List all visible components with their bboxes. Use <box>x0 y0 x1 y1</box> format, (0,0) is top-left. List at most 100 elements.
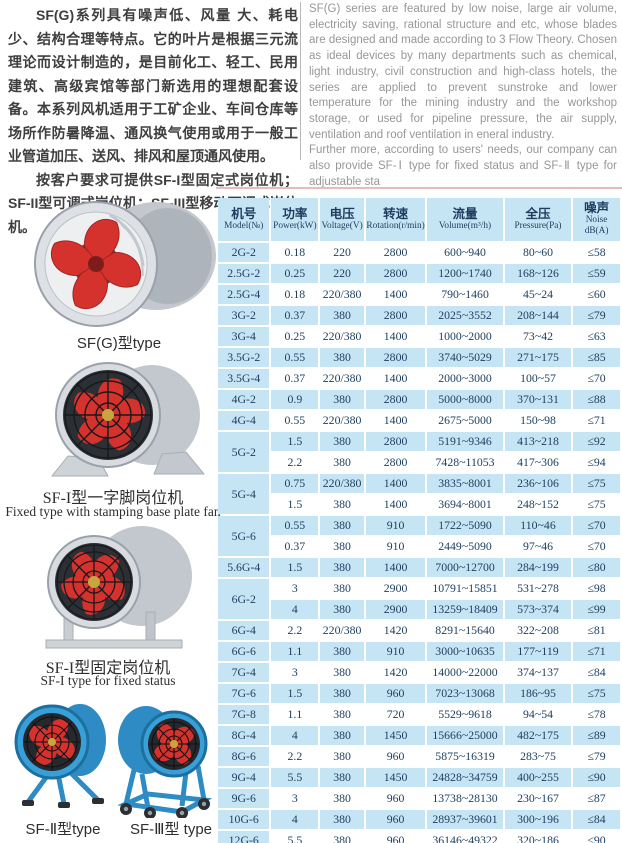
column-header: 电压 Voltage(V) <box>320 198 364 241</box>
pressure-cell: 94~54 <box>504 705 572 724</box>
noise-cell: ≤58 <box>573 243 620 262</box>
voltage-cell: 220 <box>320 243 364 262</box>
voltage-cell: 380 <box>320 453 364 472</box>
volume-cell: 2449~5090 <box>427 537 503 556</box>
column-header: 全压 Pressure(Pa) <box>504 198 572 241</box>
noise-cell: ≤81 <box>573 621 620 640</box>
volume-cell: 7023~13068 <box>427 684 503 703</box>
volume-cell: 1722~5090 <box>427 516 503 535</box>
volume-cell: 13259~18409 <box>427 600 503 619</box>
volume-cell: 790~1460 <box>427 285 503 304</box>
column-header: 功率 Power(kW) <box>271 198 319 241</box>
power-cell: 1.5 <box>271 495 319 514</box>
model-cell: 2.5G-2 <box>218 264 270 283</box>
rotation-cell: 2900 <box>365 579 426 598</box>
model-cell: 3.5G-4 <box>218 369 270 388</box>
voltage-cell: 380 <box>320 348 364 367</box>
column-header: 流量 Volume(m³/h) <box>427 198 503 241</box>
rotation-cell: 910 <box>365 537 426 556</box>
power-cell: 0.9 <box>271 390 319 409</box>
volume-cell: 13738~28130 <box>427 789 503 808</box>
power-cell: 0.18 <box>271 285 319 304</box>
voltage-cell: 380 <box>320 726 364 745</box>
noise-cell: ≤89 <box>573 726 620 745</box>
volume-cell: 24828~34759 <box>427 768 503 787</box>
power-cell: 0.37 <box>271 369 319 388</box>
rotation-cell: 1450 <box>365 768 426 787</box>
table-row: 3G-4 0.25 220/380 1400 1000~2000 73~42 ≤63 <box>218 327 620 346</box>
power-cell: 4 <box>271 600 319 619</box>
noise-cell: ≤75 <box>573 474 620 493</box>
rotation-cell: 1400 <box>365 495 426 514</box>
pressure-cell: 150~98 <box>504 411 572 430</box>
table-header-row: 机号 Model(№) 功率 Power(kW) 电压 Voltage(V) 转速 Rotat… <box>218 198 620 241</box>
tripod-fan-illustration <box>14 704 106 808</box>
model-cell: 2G-2 <box>218 243 270 262</box>
voltage-cell: 380 <box>320 810 364 829</box>
rotation-cell: 1420 <box>365 663 426 682</box>
model-cell: 4G-2 <box>218 390 270 409</box>
voltage-cell: 380 <box>320 306 364 325</box>
pressure-cell: 320~186 <box>504 831 572 843</box>
voltage-cell: 220/380 <box>320 474 364 493</box>
pressure-cell: 236~106 <box>504 474 572 493</box>
noise-cell: ≤90 <box>573 831 620 843</box>
pressure-cell: 248~152 <box>504 495 572 514</box>
table-row: 5.6G-4 1.5 380 1400 7000~12700 284~199 ≤80 <box>218 558 620 577</box>
sf1-fixed-fan-photo <box>30 524 196 657</box>
rotation-cell: 2800 <box>365 306 426 325</box>
rotation-cell: 960 <box>365 789 426 808</box>
rotation-cell: 1400 <box>365 558 426 577</box>
voltage-cell: 380 <box>320 768 364 787</box>
voltage-cell: 220/380 <box>320 411 364 430</box>
volume-cell: 5000~8000 <box>427 390 503 409</box>
figure3-caption-cn: SF-I型固定岗位机 <box>45 660 171 677</box>
noise-cell: ≤71 <box>573 642 620 661</box>
voltage-cell: 380 <box>320 390 364 409</box>
rotation-cell: 2800 <box>365 432 426 451</box>
model-cell: 7G-8 <box>218 705 270 724</box>
rotation-cell: 2800 <box>365 453 426 472</box>
rotation-cell: 1400 <box>365 327 426 346</box>
power-cell: 2.2 <box>271 453 319 472</box>
power-cell: 0.75 <box>271 474 319 493</box>
model-cell: 6G-2 <box>218 579 270 619</box>
volume-cell: 7000~12700 <box>427 558 503 577</box>
intro-en-paragraph-2: Further more, according to users' needs,… <box>309 144 617 188</box>
table-row: 9G-4 5.5 380 1450 24828~34759 400~255 ≤90 <box>218 768 620 787</box>
table-row: 1.5 380 1400 3694~8001 248~152 ≤75 <box>218 495 620 514</box>
volume-cell: 5875~16319 <box>427 747 503 766</box>
volume-cell: 36146~49322 <box>427 831 503 843</box>
volume-cell: 3835~8001 <box>427 474 503 493</box>
power-cell: 2.2 <box>271 621 319 640</box>
table-row: 7G-4 3 380 1420 14000~22000 374~137 ≤84 <box>218 663 620 682</box>
table-row: 5G-4 0.75 220/380 1400 3835~8001 236~106 ≤75 <box>218 474 620 514</box>
fixed-stand-fan-illustration <box>45 526 192 649</box>
noise-cell: ≤70 <box>573 516 620 535</box>
model-cell: 5.6G-4 <box>218 558 270 577</box>
power-cell: 3 <box>271 663 319 682</box>
model-cell: 8G-4 <box>218 726 270 745</box>
pressure-cell: 230~167 <box>504 789 572 808</box>
model-cell: 5G-6 <box>218 516 270 556</box>
model-cell: 2.5G-4 <box>218 285 270 304</box>
table-row: 5G-2 1.5 380 2800 5191~9346 413~218 ≤92 <box>218 432 620 472</box>
model-cell: 9G-4 <box>218 768 270 787</box>
cart-fan-illustration <box>117 706 213 819</box>
rotation-cell: 2800 <box>365 390 426 409</box>
noise-cell: ≤92 <box>573 432 620 451</box>
spec-table-section: 机号 Model(№) 功率 Power(kW) 电压 Voltage(V) 转速 Rotat… <box>216 187 622 843</box>
power-cell: 0.55 <box>271 348 319 367</box>
rotation-cell: 1400 <box>365 285 426 304</box>
volume-cell: 7428~11053 <box>427 453 503 472</box>
power-cell: 0.37 <box>271 537 319 556</box>
model-cell: 3G-4 <box>218 327 270 346</box>
power-cell: 1.1 <box>271 642 319 661</box>
spec-table: 机号 Model(№) 功率 Power(kW) 电压 Voltage(V) 转速 Rotat… <box>216 196 622 843</box>
noise-cell: ≤70 <box>573 537 620 556</box>
table-row: 6G-4 2.2 220/380 1420 8291~15640 322~208 ≤81 <box>218 621 620 640</box>
power-cell: 0.55 <box>271 516 319 535</box>
table-body: 2G-2 0.18 220 2800 600~940 80~60 ≤58 2.5G-2 0.25… <box>218 243 620 843</box>
table-row: 10G-6 4 380 960 28937~39601 300~196 ≤84 <box>218 810 620 829</box>
table-row: 2.2 380 2800 7428~11053 417~306 ≤94 <box>218 453 620 472</box>
